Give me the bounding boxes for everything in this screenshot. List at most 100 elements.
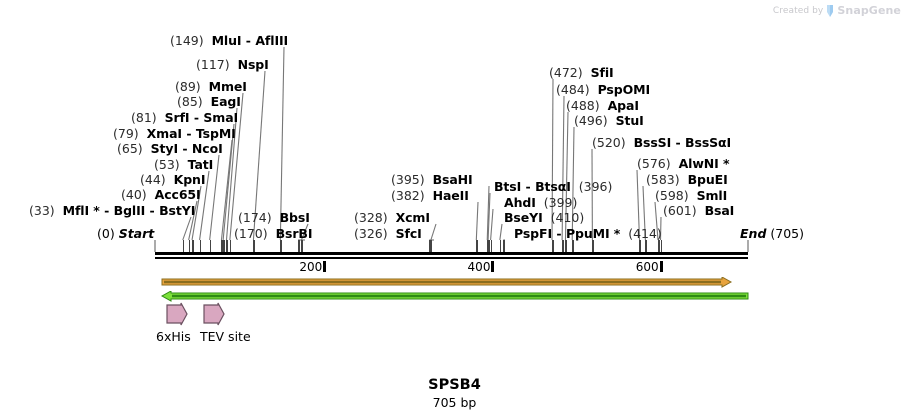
translation-arrow[interactable] [0,291,909,303]
enzyme-label[interactable]: (81) SrfI - SmaI [131,111,238,125]
ruler-tick [491,261,495,272]
enzyme-site-tick[interactable] [487,240,489,252]
enzyme-name: SfcI [395,226,422,241]
enzyme-name: TatI [187,157,214,172]
enzyme-name: NspI [237,57,269,72]
enzyme-name-separator: - [521,179,536,194]
feature-arrow-6xhis[interactable] [166,302,188,326]
enzyme-leader-line [490,208,494,241]
enzyme-name: KpnI [173,172,206,187]
enzyme-position: (33) [29,203,55,218]
enzyme-site-tick[interactable] [188,240,191,252]
enzyme-label[interactable]: (85) EagI [177,95,241,109]
enzyme-site-tick[interactable] [660,240,663,252]
enzyme-label[interactable]: (326) SfcI [354,227,422,241]
enzyme-name: XmaI [146,126,182,141]
enzyme-site-tick[interactable] [430,240,433,252]
enzyme-name-separator: - [178,141,192,156]
enzyme-site-tick[interactable] [226,240,229,252]
enzyme-label[interactable]: (328) XcmI [354,211,430,225]
enzyme-site-tick[interactable] [639,240,642,252]
enzyme-label[interactable]: (44) KpnI [140,172,206,187]
enzyme-label[interactable]: (40) Acc65I [121,188,201,202]
enzyme-site-tick[interactable] [280,240,282,252]
enzyme-label[interactable]: BseYI (410) [504,211,584,225]
enzyme-label[interactable]: (583) BpuEI [646,173,728,187]
enzyme-name-separator: - [145,203,160,218]
feature-arrow-shape [166,302,188,326]
enzyme-label[interactable]: (496) StuI [574,114,644,128]
enzyme-names: SmlI [697,188,728,203]
enzyme-label[interactable]: (53) TatI [154,158,213,172]
feature-arrow-shape [203,302,225,326]
enzyme-names: Acc65I [155,187,201,202]
snapgene-logo-icon [826,4,834,17]
enzyme-position: (583) [646,172,680,187]
enzyme-site-tick[interactable] [182,240,185,252]
enzyme-label[interactable]: (520) BssSI - BssSαI [592,136,731,150]
enzyme-label[interactable]: (382) HaeII [391,189,469,203]
enzyme-site-tick[interactable] [297,240,300,252]
enzyme-names: BbsI [280,210,310,225]
enzyme-label[interactable]: (33) MflI * - BglII - BstYI [29,204,195,218]
enzyme-site-tick[interactable] [223,240,225,252]
enzyme-label[interactable]: PspFI - PpuMI * (414) [514,227,662,241]
enzyme-site-tick[interactable] [645,240,647,252]
enzyme-label[interactable]: (601) BsaI [663,204,734,218]
enzyme-site-tick[interactable] [476,240,478,252]
enzyme-names: SfiI [591,65,614,80]
enzyme-site-tick[interactable] [229,240,232,252]
enzyme-label[interactable]: (472) SfiI [549,66,614,80]
enzyme-names: TatI [188,157,214,172]
enzyme-names: AhdI [504,195,536,210]
enzyme-label[interactable]: AhdI (399) [504,196,577,210]
feature-arrow-tev-site[interactable] [203,302,225,326]
enzyme-label[interactable]: (65) StyI - NcoI [117,142,223,156]
start-label: (0) Start [97,227,154,241]
enzyme-site-tick[interactable] [253,240,255,252]
enzyme-label[interactable]: (79) XmaI - TspMI [113,127,236,141]
enzyme-position: (79) [113,126,139,141]
enzyme-site-tick[interactable] [192,240,194,252]
enzyme-label[interactable]: (484) PspOMI [556,83,650,97]
enzyme-site-tick[interactable] [565,240,568,252]
enzyme-label[interactable]: (170) BsrBI [234,227,312,241]
enzyme-site-tick[interactable] [592,240,594,252]
enzyme-site-tick[interactable] [488,240,490,252]
enzyme-site-tick[interactable] [199,240,202,252]
enzyme-leader-line [222,123,235,241]
enzyme-position: (44) [140,172,166,187]
enzyme-names: StyI - NcoI [151,141,223,156]
enzyme-label[interactable]: (117) NspI [196,58,269,72]
enzyme-site-tick[interactable] [301,240,303,252]
enzyme-name: MflI * [62,203,100,218]
enzyme-label[interactable]: (149) MluI - AflIII [170,34,288,48]
enzyme-label[interactable]: (174) BbsI [238,211,310,225]
enzyme-label[interactable]: (598) SmlI [655,189,727,203]
enzyme-site-tick[interactable] [490,240,493,252]
enzyme-label[interactable]: (576) AlwNI * [637,157,729,171]
enzyme-site-tick[interactable] [657,240,660,252]
enzyme-label[interactable]: (395) BsaHI [391,173,473,187]
end-label: End (705) [740,227,804,241]
enzyme-site-tick[interactable] [221,240,224,252]
enzyme-position: (65) [117,141,143,156]
enzyme-site-tick[interactable] [209,240,212,252]
ruler-tick [659,261,663,272]
enzyme-label[interactable]: BtsI - BtsαI (396) [494,180,612,194]
enzyme-position: (399) [543,195,578,210]
enzyme-site-tick[interactable] [572,240,574,252]
orf-arrow[interactable] [0,277,909,289]
enzyme-name: BssSαI [685,135,732,150]
enzyme-site-tick[interactable] [552,240,554,252]
enzyme-site-tick[interactable] [429,240,431,252]
enzyme-names: MflI * - BglII - BstYI [63,203,196,218]
enzyme-label[interactable]: (89) MmeI [175,80,247,94]
enzyme-site-tick[interactable] [503,240,505,252]
enzyme-label[interactable]: (488) ApaI [566,99,639,113]
enzyme-site-tick[interactable] [499,240,502,252]
enzyme-site-tick[interactable] [562,240,564,252]
enzyme-name: BssSI [633,135,672,150]
enzyme-position: (174) [238,210,272,225]
